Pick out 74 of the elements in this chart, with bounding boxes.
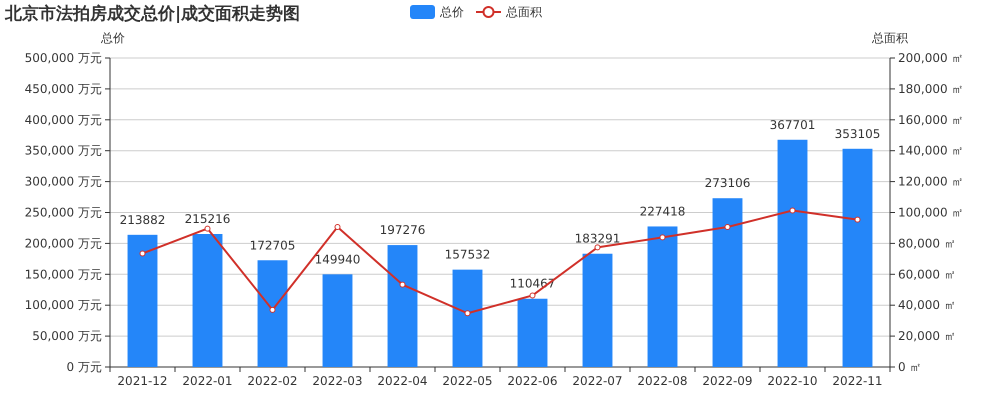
y-axis-title: 总价 [100, 31, 125, 45]
y2-tick-label: 200,000 ㎡ [898, 51, 964, 65]
y2-tick-label: 0 ㎡ [898, 360, 922, 374]
bar [322, 274, 352, 367]
y2-axis-title: 总面积 [871, 31, 908, 45]
bar [648, 226, 678, 367]
y2-tick-label: 160,000 ㎡ [898, 112, 964, 127]
y-tick-label: 350,000 万元 [24, 144, 102, 158]
y2-tick-label: 100,000 ㎡ [898, 206, 964, 220]
x-tick-label: 2022-04 [377, 374, 428, 388]
x-tick-label: 2022-10 [767, 374, 818, 388]
y-tick-label: 250,000 万元 [24, 206, 102, 220]
point [594, 244, 600, 250]
x-tick-label: 2022-03 [312, 374, 363, 388]
point [334, 224, 340, 230]
bar [582, 254, 612, 367]
x-tick-label: 2022-02 [247, 374, 298, 388]
y2-tick-label: 60,000 ㎡ [898, 267, 956, 282]
data-label: 367701 [770, 118, 816, 132]
bar [452, 270, 482, 367]
y-tick-label: 0 万元 [66, 360, 102, 374]
bar [258, 260, 288, 367]
data-label: 273106 [704, 176, 750, 190]
point [724, 224, 730, 230]
data-label: 183291 [574, 232, 620, 246]
point [140, 250, 146, 256]
bar [778, 140, 808, 367]
chart-title: 北京市法拍房成交总价|成交面积走势图 [4, 4, 300, 24]
y2-tick-label: 40,000 ㎡ [898, 298, 956, 312]
bar [192, 234, 222, 367]
x-tick-label: 2022-07 [572, 374, 623, 388]
y-tick-label: 400,000 万元 [24, 112, 102, 127]
legend-label: 总价 [439, 5, 464, 19]
point [530, 292, 536, 298]
x-tick-label: 2022-05 [442, 374, 493, 388]
y-tick-label: 150,000 万元 [24, 267, 102, 282]
data-label: 172705 [250, 238, 296, 252]
y-tick-label: 50,000 万元 [32, 329, 102, 344]
data-label: 215216 [184, 212, 230, 226]
y-tick-label: 300,000 万元 [24, 174, 102, 189]
bar [842, 148, 872, 367]
data-label: 197276 [380, 223, 426, 238]
bar [388, 245, 418, 367]
y-tick-label: 450,000 万元 [24, 82, 102, 96]
x-tick-label: 2022-09 [702, 374, 753, 388]
y2-tick-label: 180,000 ㎡ [898, 82, 964, 96]
y2-tick-label: 120,000 ㎡ [898, 174, 964, 189]
data-label: 353105 [834, 126, 880, 141]
x-tick-label: 2022-08 [637, 374, 688, 388]
x-tick-label: 2021-12 [117, 374, 168, 388]
point [464, 310, 470, 316]
data-label: 213882 [120, 212, 166, 227]
bar [712, 198, 742, 367]
legend-label: 总面积 [505, 5, 542, 19]
y-tick-label: 100,000 万元 [24, 298, 102, 312]
point [854, 216, 860, 223]
point [400, 282, 406, 288]
point [660, 234, 666, 240]
data-label: 227418 [640, 204, 686, 218]
point [204, 226, 210, 232]
y-tick-label: 500,000 万元 [24, 51, 102, 65]
y2-tick-label: 140,000 ㎡ [898, 144, 964, 158]
x-tick-label: 2022-06 [507, 374, 558, 388]
point [790, 207, 796, 214]
x-tick-label: 2022-11 [832, 374, 883, 388]
x-tick-label: 2022-01 [182, 374, 233, 388]
data-label: 157532 [444, 248, 490, 262]
y-tick-label: 200,000 万元 [24, 236, 102, 250]
bar [518, 298, 548, 367]
y2-tick-label: 80,000 ㎡ [898, 236, 956, 250]
bar [128, 234, 158, 367]
point [270, 306, 276, 313]
y2-tick-label: 20,000 ㎡ [898, 329, 956, 344]
data-label: 149940 [314, 252, 360, 266]
